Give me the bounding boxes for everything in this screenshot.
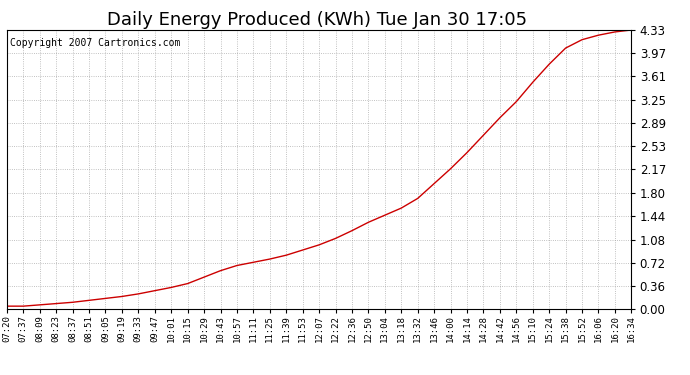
Text: Copyright 2007 Cartronics.com: Copyright 2007 Cartronics.com <box>10 38 180 48</box>
Text: Daily Energy Produced (KWh) Tue Jan 30 17:05: Daily Energy Produced (KWh) Tue Jan 30 1… <box>108 11 527 29</box>
